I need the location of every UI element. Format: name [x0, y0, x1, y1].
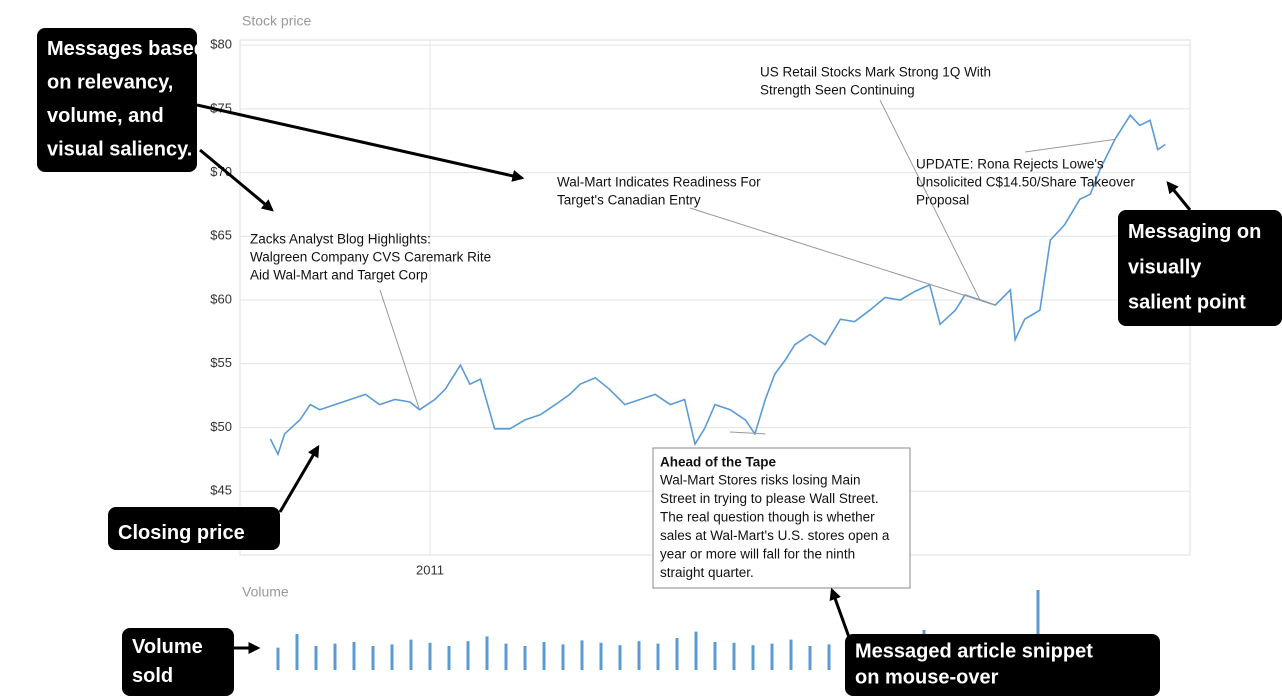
- y-tick-label: $65: [210, 228, 232, 243]
- volume-bar: [390, 644, 394, 670]
- callout-text: on relevancy,: [47, 72, 173, 94]
- volume-bar: [580, 640, 584, 670]
- arrow: [199, 148, 274, 212]
- volume-bar: [618, 645, 622, 670]
- volume-bar: [808, 646, 812, 670]
- callout-text: volume, and: [47, 105, 164, 127]
- annotation-text: Aid Wal-Mart and Target Corp: [250, 268, 428, 283]
- annotation-text: Walgreen Company CVS Caremark Rite: [250, 250, 491, 265]
- callout-text: Messaged article snippet: [855, 640, 1093, 662]
- y-axis-label: Volume: [242, 584, 289, 600]
- volume-bar: [428, 642, 432, 670]
- annotation-text: Target's Canadian Entry: [557, 193, 701, 208]
- volume-bar: [504, 643, 508, 670]
- volume-bar: [314, 646, 318, 670]
- callout-text: visually: [1128, 256, 1202, 278]
- leader-line: [879, 99, 981, 301]
- arrow: [278, 444, 320, 513]
- volume-bar: [523, 646, 527, 670]
- callout-text: salient point: [1128, 292, 1246, 314]
- volume-bar: [1036, 590, 1040, 670]
- tooltip-text: Street in trying to please Wall Street.: [660, 491, 879, 506]
- callouts: Messages based on relevancy, volume, and vi…: [37, 28, 1282, 696]
- volume-bar: [561, 644, 565, 670]
- volume-bar: [485, 636, 489, 670]
- volume-bar: [732, 642, 736, 670]
- volume-bar: [409, 639, 413, 670]
- volume-bar: [713, 642, 717, 670]
- callout-text: sold: [132, 665, 173, 687]
- tooltip-title: Ahead of the Tape: [660, 455, 777, 470]
- volume-bar: [827, 644, 831, 670]
- annotation-text: UPDATE: Rona Rejects Lowe's: [916, 157, 1104, 172]
- arrow: [196, 103, 525, 182]
- tooltip-text: year or more will fall for the ninth: [660, 547, 855, 562]
- callout-box: [845, 634, 1160, 696]
- y-tick-label: $60: [210, 291, 232, 306]
- volume-bar: [789, 639, 793, 670]
- volume-bar: [466, 641, 470, 670]
- callout-text: Messages based: [47, 38, 206, 60]
- annotation-text: Unsolicited C$14.50/Share Takeover: [916, 175, 1135, 190]
- y-axis-label: Stock price: [242, 13, 311, 29]
- tooltip-text: The real question though is whether: [660, 510, 875, 525]
- callout-text: Volume: [132, 636, 203, 658]
- tooltip-box: [652, 447, 911, 589]
- callout-text: Closing price: [118, 522, 245, 544]
- callout-box: [1118, 210, 1282, 326]
- y-tick-label: $50: [210, 419, 232, 434]
- arrow: [829, 587, 852, 641]
- arrow: [1166, 181, 1192, 211]
- volume-bar: [637, 641, 641, 670]
- volume-bar: [599, 642, 603, 670]
- leader-line: [1024, 138, 1116, 153]
- volume-bar: [276, 647, 280, 670]
- callout-text: visual saliency.: [47, 139, 192, 161]
- tooltip-text: Wal-Mart Stores risks losing Main: [660, 473, 861, 488]
- volume-bar: [295, 634, 299, 670]
- volume-bar: [352, 642, 356, 670]
- price-line: [269, 113, 1166, 457]
- volume-bar: [656, 643, 660, 670]
- leader-line: [689, 207, 996, 306]
- y-tick-label: $45: [210, 483, 232, 498]
- volume-bar: [447, 646, 451, 670]
- leader-line: [379, 289, 421, 410]
- volume-bar: [542, 642, 546, 670]
- leader-line: [729, 431, 766, 435]
- annotation-text: US Retail Stocks Mark Strong 1Q With: [760, 65, 991, 80]
- callout-text: on mouse-over: [855, 666, 999, 688]
- callout-box: [37, 28, 197, 172]
- volume-bar: [751, 645, 755, 670]
- annotation-text: Wal-Mart Indicates Readiness For: [557, 175, 761, 190]
- callout-box: [122, 628, 234, 696]
- y-tick-label: $55: [210, 355, 232, 370]
- volume-bar: [333, 643, 337, 670]
- volume-bar: [770, 643, 774, 670]
- volume-bar: [694, 631, 698, 670]
- x-tick-label: 2011: [416, 562, 444, 577]
- volume-bar: [675, 638, 679, 670]
- tooltip-text: sales at Wal-Mart's U.S. stores open a: [660, 528, 890, 543]
- callout-box: [108, 507, 280, 550]
- annotation-text: Proposal: [916, 193, 969, 208]
- annotation-text: Strength Seen Continuing: [760, 83, 915, 98]
- callout-text: Messaging on: [1128, 221, 1261, 243]
- y-tick-label: $80: [210, 37, 232, 52]
- arrows: [196, 103, 1192, 654]
- y-tick-label: $70: [210, 164, 232, 179]
- tooltip-text: straight quarter.: [660, 565, 754, 580]
- annotation-text: Zacks Analyst Blog Highlights:: [250, 232, 431, 247]
- volume-bar: [371, 646, 375, 670]
